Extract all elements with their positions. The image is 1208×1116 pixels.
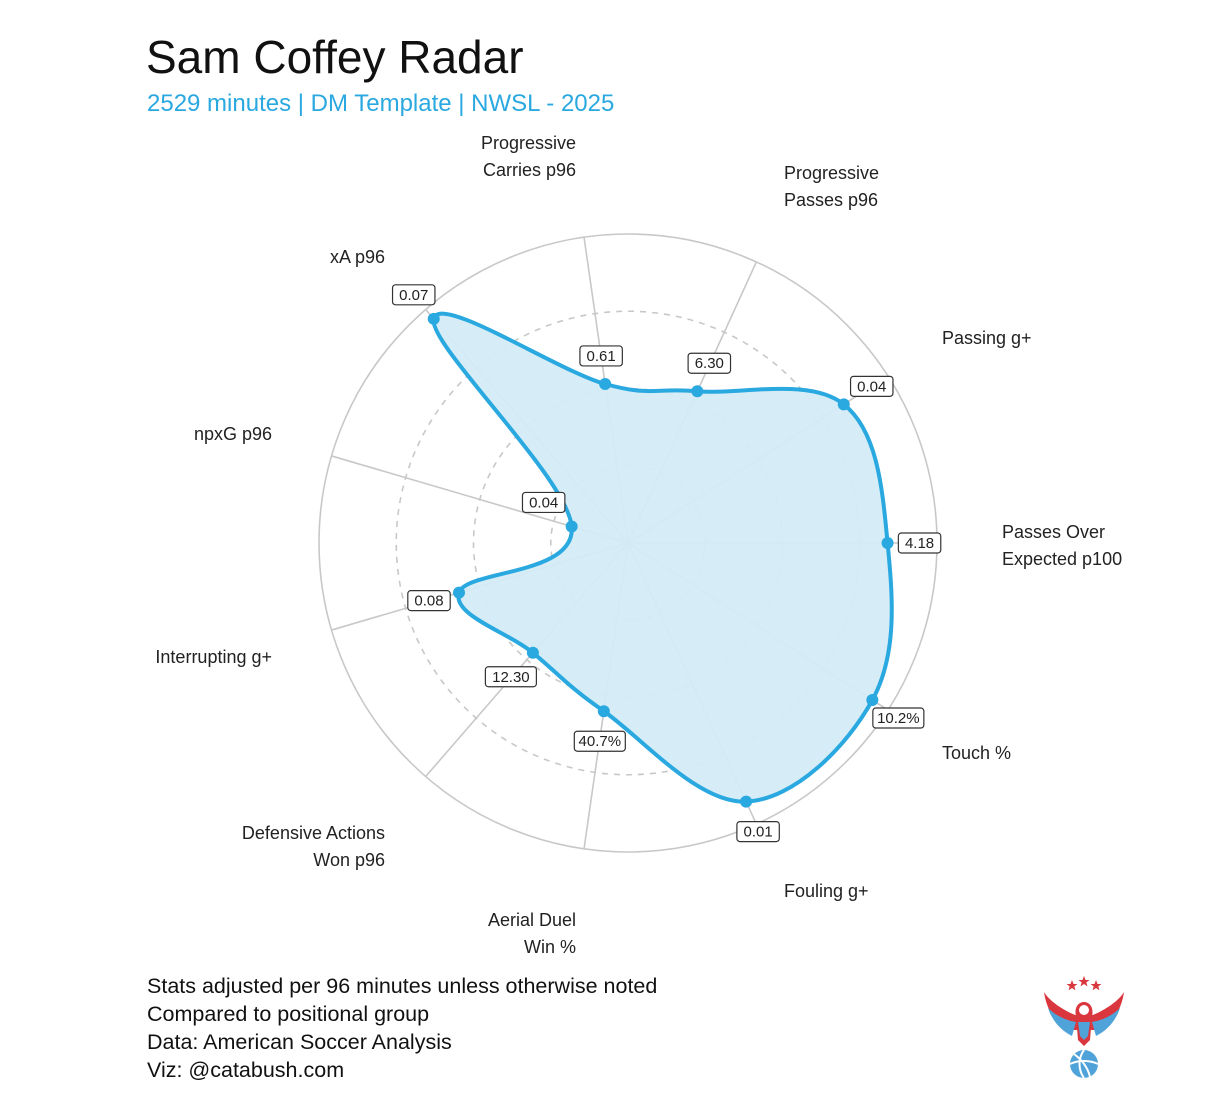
axis-label: Passes Over [1002,522,1105,542]
footnote-line: Viz: @catabush.com [147,1058,345,1082]
eagle-logo-icon [1044,976,1124,1079]
footnote-line: Compared to positional group [147,1002,430,1026]
value-label-text: 0.07 [399,287,428,304]
value-label: 6.30 [687,352,732,374]
radar-point [837,398,850,411]
radar-point [597,705,610,718]
radar-point [691,385,704,398]
value-label-text: 6.30 [695,355,724,372]
axis-label: xA p96 [330,247,385,267]
radar-point [427,312,440,325]
axis-label: Passes p96 [784,190,878,210]
axis-label: Win % [524,937,576,957]
value-label-box [736,820,780,843]
footnote-line: Stats adjusted per 96 minutes unless oth… [147,974,658,998]
value-label: 0.07 [391,284,436,306]
axis-label: npxG p96 [194,424,272,444]
value-label-box [391,284,436,306]
value-label-text: 0.04 [529,494,558,511]
axis-label: Aerial Duel [488,910,576,930]
axis-label: Progressive [481,133,576,153]
radar-axis-labels: Passes Over Expected p100 Passing g+ Progre… [155,133,1122,957]
value-label-text: 0.61 [587,348,616,365]
axis-label: Interrupting g+ [155,647,272,667]
chart-title: Sam Coffey Radar [146,31,524,83]
value-label: 40.7% [573,730,626,752]
value-label-box [573,730,626,752]
value-label-box [407,590,451,612]
value-label-box [521,491,566,514]
value-label-box [872,707,925,729]
value-label: 0.01 [736,820,780,843]
radar-point [881,537,894,549]
radar-point [526,646,539,659]
footnotes: Stats adjusted per 96 minutes unless oth… [147,972,657,1084]
radar-point [565,520,578,533]
axis-label: Progressive [784,163,879,183]
value-label-text: 40.7% [579,733,622,750]
axis-label: Defensive Actions [242,823,385,843]
value-label-text: 4.18 [905,535,934,552]
value-label: 0.04 [849,375,894,397]
radar-value-labels: 4.18 0.04 6.30 0.61 0.07 0.04 0.08 12.30 40.7% 0.… [391,284,942,843]
radar-point [740,795,753,808]
value-label-box [484,666,537,688]
value-label: 0.04 [521,491,566,514]
value-label: 10.2% [872,707,925,729]
radar-point [453,586,466,599]
radar-point [866,694,879,707]
radar-points [427,312,894,808]
axis-label: Expected p100 [1002,549,1122,569]
value-label: 4.18 [897,532,942,554]
value-label: 0.08 [407,590,451,612]
value-label-text: 10.2% [877,710,920,727]
axis-label: Won p96 [313,850,385,870]
value-label-box [849,375,894,397]
value-label-box [579,345,623,367]
value-label-text: 0.04 [857,378,886,395]
radar-polygon-layer [431,311,894,804]
value-label-text: 0.01 [743,824,772,841]
axis-label: Touch % [942,743,1011,763]
value-label-box [687,352,732,374]
value-label-text: 12.30 [492,669,530,686]
chart-subtitle: 2529 minutes | DM Template | NWSL - 2025 [147,90,615,117]
axis-label: Carries p96 [483,160,576,180]
axis-label: Passing g+ [942,328,1032,348]
radar-area [431,311,894,804]
footnote-line: Data: American Soccer Analysis [147,1030,452,1054]
value-label: 0.61 [579,345,623,367]
value-label-box [897,532,942,554]
radar-point [599,377,612,390]
value-label-text: 0.08 [414,593,443,610]
value-label: 12.30 [484,666,537,688]
axis-label: Fouling g+ [784,881,869,901]
